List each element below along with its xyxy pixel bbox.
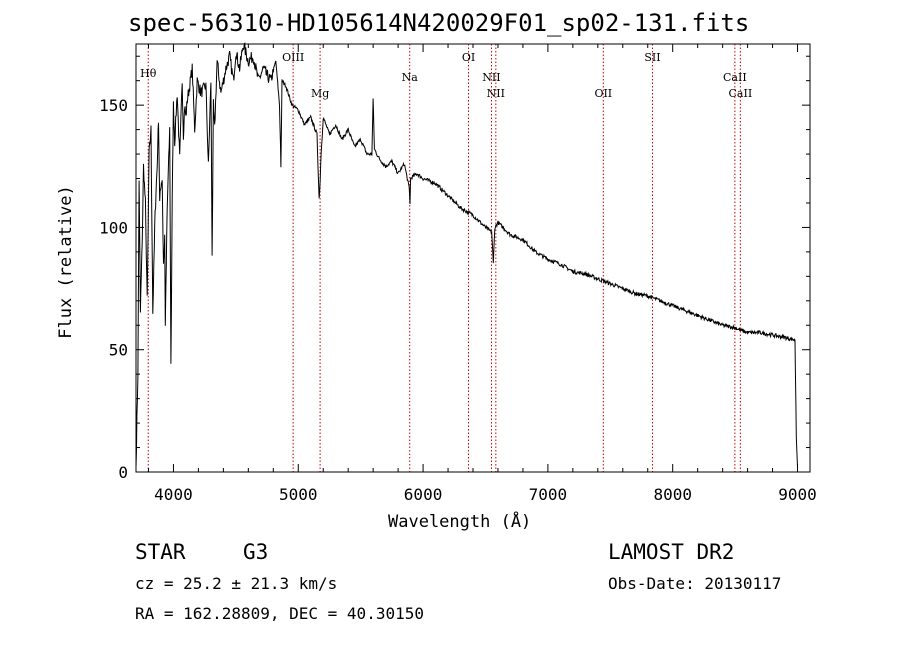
survey-name: LAMOST DR2 <box>608 540 735 564</box>
obs-date: Obs-Date: 20130117 <box>608 574 782 593</box>
y-tick-label: 0 <box>118 463 128 482</box>
x-tick-label: 9000 <box>778 485 817 504</box>
chart-title: spec-56310-HD105614N420029F01_sp02-131.f… <box>128 9 750 37</box>
y-tick-label: 100 <box>99 218 128 237</box>
line-label: OI <box>462 51 475 64</box>
line-label: Na <box>402 71 419 84</box>
y-axis-label: Flux (relative) <box>56 185 76 339</box>
x-tick-label: 4000 <box>154 485 193 504</box>
x-tick-label: 6000 <box>404 485 443 504</box>
plot-frame <box>135 43 811 473</box>
y-tick-label: 50 <box>109 341 128 360</box>
x-axis-label: Wavelength (Å) <box>388 512 532 532</box>
series-layer <box>135 42 798 468</box>
line-label: Hθ <box>140 67 157 80</box>
line-label: OIII <box>282 51 304 64</box>
y-tick-label: 150 <box>99 96 128 115</box>
line-labels: Hθ OIII Mg Na OI NII NII OII SII CaII CaII <box>140 51 752 100</box>
object-type: STAR <box>135 540 186 564</box>
redshift-cz: cz = 25.2 ± 21.3 km/s <box>135 574 338 593</box>
line-label: Mg <box>311 87 329 100</box>
ra-dec: RA = 162.28809, DEC = 40.30150 <box>135 604 424 623</box>
x-tick-label: 8000 <box>653 485 692 504</box>
line-label: CaII <box>723 71 747 84</box>
line-label: NII <box>482 71 500 84</box>
line-label: CaII <box>729 87 753 100</box>
x-tick-label: 7000 <box>529 485 568 504</box>
line-label: OII <box>594 87 612 100</box>
emission-line-markers <box>147 44 741 472</box>
line-label: NII <box>487 87 505 100</box>
line-label: SII <box>644 51 660 64</box>
spectrum-line <box>135 42 798 468</box>
axis-layer: 4000 5000 6000 7000 8000 9000 0 50 100 150 <box>99 44 817 504</box>
x-tick-label: 5000 <box>279 485 318 504</box>
subclass: G3 <box>243 540 269 564</box>
